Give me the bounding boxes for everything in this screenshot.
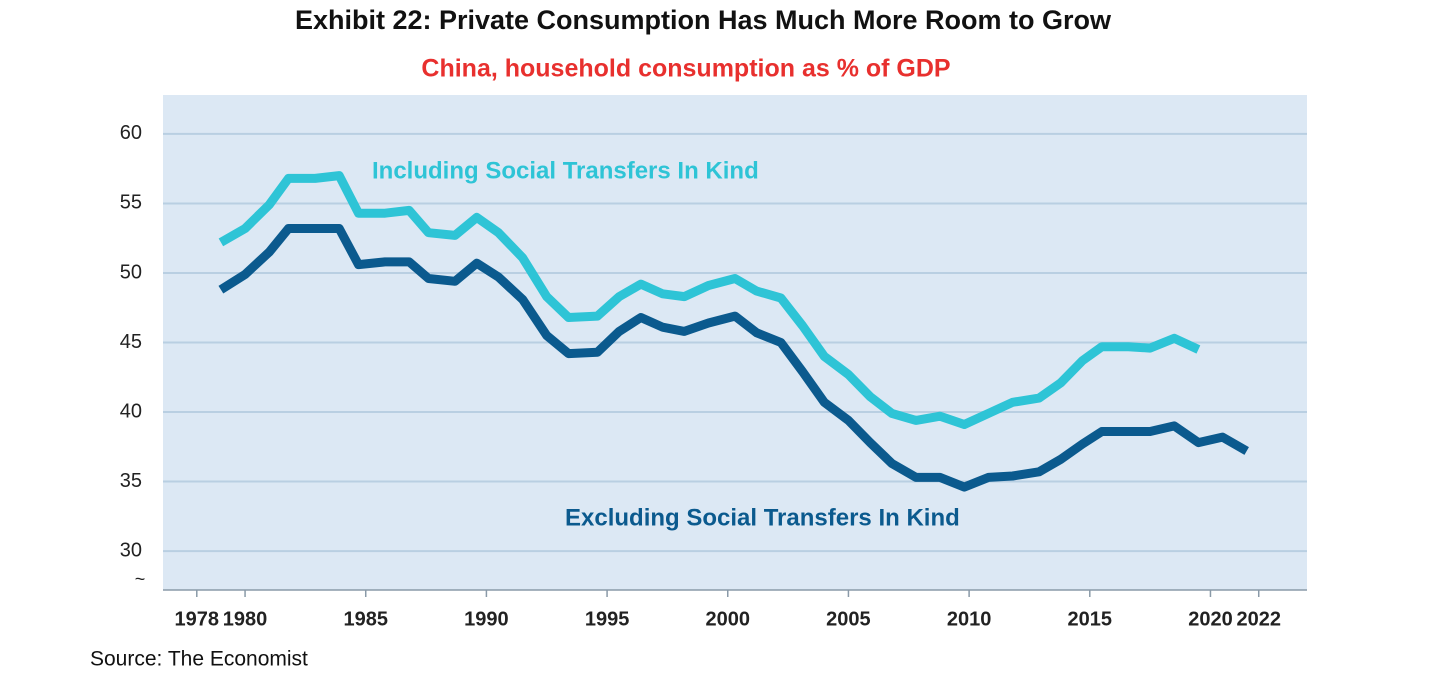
series-label: Including Social Transfers In Kind [372,157,759,184]
series-line [218,171,1201,429]
x-tick-label: 1995 [585,608,630,630]
y-tick-label: 55 [120,192,142,214]
x-tick-label: 2005 [826,608,871,630]
chart-subtitle: China, household consumption as % of GDP [421,55,950,83]
x-tick-label: 1985 [343,608,388,630]
x-tick-label: 1980 [223,608,268,630]
x-tick-label: 1978 [175,608,220,630]
x-tick-label: 2000 [706,608,751,630]
axis-break: ~ [135,569,146,589]
y-tick-label: 60 [120,122,142,144]
y-tick-label: 50 [120,261,142,283]
chart-title: Exhibit 22: Private Consumption Has Much… [295,5,1112,35]
y-tick-label: 40 [120,400,142,422]
x-tick-label: 2015 [1068,608,1113,630]
x-tick-label: 2020 [1188,608,1233,630]
x-tick-label: 1990 [464,608,509,630]
source-note: Source: The Economist [90,648,308,671]
y-tick-label: 45 [120,331,142,353]
y-tick-label: 30 [120,539,142,561]
series-line [218,224,1249,492]
y-tick-label: 35 [120,470,142,492]
series-label: Excluding Social Transfers In Kind [565,504,960,531]
x-tick-label: 2010 [947,608,992,630]
x-tick-label: 2022 [1236,608,1281,630]
